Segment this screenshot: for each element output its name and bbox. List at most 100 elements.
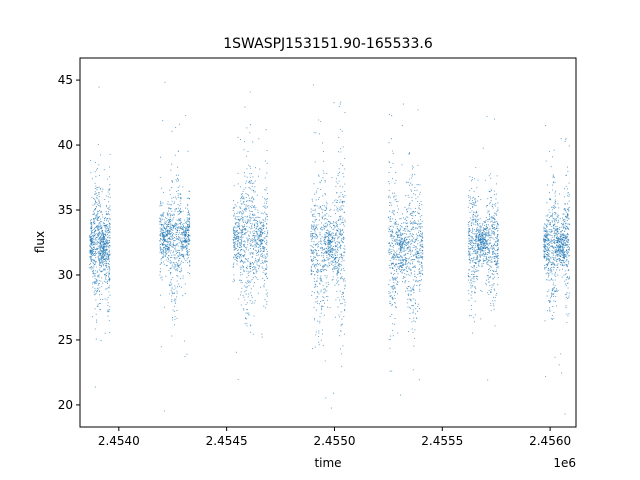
- data-point: [171, 291, 173, 293]
- data-point: [166, 249, 168, 251]
- data-point: [475, 228, 478, 230]
- data-point: [171, 200, 173, 202]
- data-point: [167, 243, 169, 245]
- data-point: [169, 259, 171, 261]
- data-point: [403, 250, 405, 252]
- data-point: [396, 242, 398, 244]
- data-point: [323, 236, 325, 238]
- data-point: [105, 277, 107, 279]
- data-point: [418, 205, 420, 207]
- data-point: [249, 242, 251, 244]
- data-point: [469, 196, 471, 198]
- data-point: [391, 276, 394, 278]
- data-point: [266, 295, 268, 297]
- data-point: [321, 333, 324, 335]
- data-point: [401, 265, 403, 267]
- data-point: [473, 223, 475, 225]
- data-point: [337, 243, 339, 245]
- data-point: [258, 238, 260, 240]
- data-point: [249, 188, 251, 190]
- data-point: [392, 256, 394, 258]
- data-point: [318, 341, 320, 343]
- data-point: [322, 204, 324, 207]
- data-point: [400, 261, 402, 264]
- data-point: [406, 248, 408, 250]
- data-point: [337, 296, 339, 299]
- data-point: [413, 337, 416, 339]
- data-point: [102, 230, 104, 232]
- data-point: [257, 234, 259, 236]
- data-point: [410, 255, 412, 258]
- data-point: [160, 252, 162, 254]
- data-point: [171, 246, 173, 248]
- data-point: [314, 274, 316, 276]
- data-point: [264, 206, 266, 208]
- data-point: [109, 196, 111, 198]
- data-point: [255, 269, 257, 271]
- data-point: [406, 222, 408, 224]
- data-point: [105, 264, 107, 266]
- data-point: [339, 223, 341, 225]
- data-point: [244, 291, 246, 293]
- data-point: [323, 258, 326, 260]
- data-point: [242, 221, 245, 223]
- data-point: [402, 264, 404, 266]
- data-point: [402, 247, 404, 249]
- data-point: [160, 246, 162, 249]
- data-point: [259, 231, 261, 233]
- data-point: [471, 188, 473, 190]
- data-point: [240, 268, 242, 270]
- data-point: [311, 236, 313, 238]
- data-point: [240, 256, 242, 258]
- data-point: [409, 241, 411, 243]
- data-point: [187, 254, 189, 256]
- data-point: [472, 219, 474, 221]
- data-point: [332, 232, 334, 234]
- data-point: [172, 266, 174, 268]
- data-point: [262, 232, 264, 235]
- data-point: [495, 198, 497, 200]
- data-point: [401, 243, 403, 245]
- data-point: [178, 255, 180, 258]
- data-point: [175, 222, 177, 224]
- data-point: [108, 280, 110, 282]
- data-point: [97, 226, 99, 228]
- data-point: [176, 243, 178, 245]
- data-point: [174, 223, 176, 225]
- data-point: [106, 281, 108, 283]
- data-point: [108, 235, 110, 237]
- data-point: [172, 309, 174, 311]
- data-point: [344, 309, 346, 311]
- data-point: [93, 248, 95, 250]
- data-point: [327, 252, 329, 254]
- data-point: [393, 236, 396, 238]
- data-point: [399, 248, 401, 250]
- data-point: [104, 241, 106, 244]
- data-point: [484, 249, 486, 251]
- data-point: [420, 241, 422, 243]
- data-point: [177, 224, 179, 226]
- data-point: [94, 270, 96, 272]
- data-point: [240, 241, 242, 243]
- data-point: [172, 244, 175, 246]
- data-point: [412, 166, 414, 168]
- data-point: [102, 240, 105, 242]
- data-point: [327, 281, 329, 283]
- data-point: [323, 224, 325, 226]
- data-point: [95, 272, 97, 275]
- data-point: [109, 270, 111, 272]
- data-point: [401, 255, 403, 257]
- data-point: [174, 208, 176, 210]
- data-point: [317, 296, 319, 298]
- data-point: [105, 272, 108, 274]
- data-point: [391, 257, 393, 259]
- data-point: [97, 284, 99, 286]
- data-point: [390, 138, 393, 140]
- data-point: [333, 200, 336, 202]
- data-point: [392, 218, 394, 220]
- data-point: [324, 288, 326, 290]
- data-point: [405, 195, 407, 197]
- data-point: [414, 273, 416, 275]
- data-point: [234, 237, 236, 239]
- data-point: [473, 276, 475, 278]
